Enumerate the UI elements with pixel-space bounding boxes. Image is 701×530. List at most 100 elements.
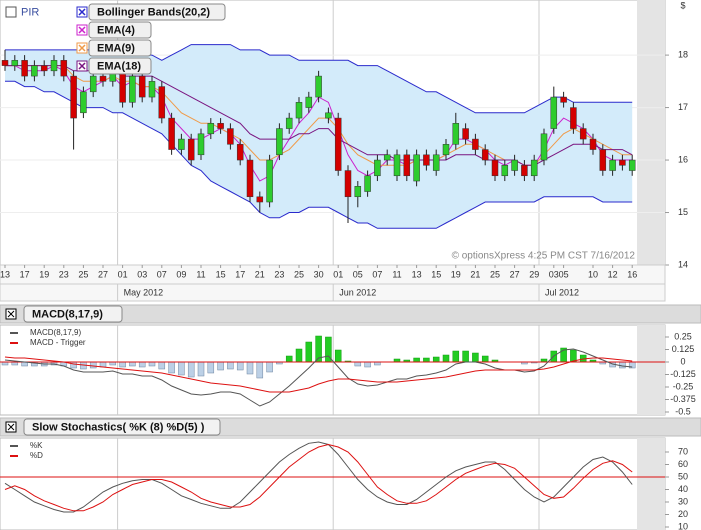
candle-body bbox=[129, 75, 136, 103]
x-tick-label: 15 bbox=[216, 269, 226, 279]
legend-label: EMA(4) bbox=[97, 24, 135, 36]
checkbox-mark bbox=[78, 44, 86, 52]
candle-body bbox=[285, 117, 293, 129]
y-tick-label: 60 bbox=[678, 459, 688, 469]
x-tick-label: 27 bbox=[98, 269, 108, 279]
y-tick-label: 70 bbox=[678, 446, 688, 456]
candle-body bbox=[325, 112, 332, 119]
y-tick-label: -0.25 bbox=[673, 381, 694, 391]
candle-body bbox=[560, 96, 567, 103]
x-tick-label: 25 bbox=[490, 269, 500, 279]
histogram-bar bbox=[119, 361, 126, 368]
candle-body bbox=[550, 96, 558, 129]
candle-body bbox=[511, 159, 518, 171]
histogram-bar bbox=[472, 352, 479, 363]
candle-body bbox=[80, 91, 87, 114]
histogram-bar bbox=[285, 355, 293, 363]
legend-label: MACD - Trigger bbox=[30, 338, 86, 347]
checkbox-mark bbox=[78, 8, 86, 16]
y-tick-label: 0.25 bbox=[674, 331, 692, 341]
candle-body bbox=[227, 128, 234, 145]
candle-body bbox=[491, 159, 499, 177]
x-tick-label: 03 bbox=[137, 269, 147, 279]
x-tick-label: 21 bbox=[255, 269, 265, 279]
candle-body bbox=[540, 133, 548, 161]
histogram-bar bbox=[266, 361, 273, 373]
x-tick-label: 23 bbox=[59, 269, 69, 279]
watermark: © optionsXpress 4:25 PM CST 7/16/2012 bbox=[452, 251, 636, 262]
y-tick-label: -0.125 bbox=[670, 369, 696, 379]
y-tick-label: -0.375 bbox=[670, 394, 696, 404]
candle-body bbox=[187, 138, 195, 161]
x-tick-label: 29 bbox=[529, 269, 539, 279]
legend-button[interactable] bbox=[88, 21, 152, 39]
y-tick-label: 40 bbox=[678, 484, 688, 494]
candle-body bbox=[1, 60, 9, 66]
y-tick-label: 50 bbox=[678, 471, 688, 481]
candle-body bbox=[168, 117, 175, 150]
histogram-bar bbox=[99, 361, 107, 368]
axis-unit: $ bbox=[680, 0, 685, 10]
candle-body bbox=[413, 154, 420, 182]
candle-body bbox=[481, 149, 489, 161]
histogram-bar bbox=[227, 361, 234, 370]
x-tick-label: 12 bbox=[608, 269, 618, 279]
candle-body bbox=[609, 159, 616, 171]
plot-area bbox=[0, 324, 666, 416]
candle-body bbox=[599, 149, 607, 171]
candle-body bbox=[197, 133, 205, 156]
legend-button[interactable] bbox=[88, 3, 226, 21]
x-tick-label: 01 bbox=[333, 269, 343, 279]
histogram-bar bbox=[129, 361, 136, 367]
x-tick-label: 03 bbox=[549, 269, 559, 279]
legend-label: EMA(18) bbox=[97, 60, 141, 72]
legend-label: EMA(9) bbox=[97, 42, 135, 54]
candle-body bbox=[570, 107, 577, 129]
legend-button[interactable] bbox=[88, 39, 152, 57]
candle-body bbox=[50, 60, 58, 72]
candle-body bbox=[207, 123, 215, 135]
legend-label: %K bbox=[30, 441, 43, 450]
y-tick-label: 14 bbox=[678, 259, 688, 269]
x-tick-label: 23 bbox=[274, 269, 284, 279]
legend-label: PIR bbox=[21, 6, 39, 18]
legend-button[interactable] bbox=[88, 57, 152, 75]
histogram-bar bbox=[364, 361, 371, 368]
x-tick-label: 17 bbox=[235, 269, 245, 279]
x-tick-label: 19 bbox=[39, 269, 49, 279]
future-area bbox=[637, 325, 665, 415]
histogram-bar bbox=[462, 350, 469, 363]
x-tick-label: 21 bbox=[470, 269, 480, 279]
y-tick-label: 17 bbox=[678, 102, 688, 112]
candle-body bbox=[31, 65, 38, 77]
histogram-bar bbox=[217, 361, 224, 371]
histogram-bar bbox=[423, 357, 430, 363]
x-tick-label: 13 bbox=[412, 269, 422, 279]
histogram-bar bbox=[432, 356, 440, 363]
candle-body bbox=[148, 81, 156, 98]
histogram-bar bbox=[89, 361, 97, 369]
x-tick-label: 17 bbox=[20, 269, 30, 279]
checkbox[interactable] bbox=[5, 6, 17, 18]
indicator-line bbox=[4, 356, 633, 393]
candle-body bbox=[11, 60, 19, 66]
panel-title-button[interactable] bbox=[23, 305, 123, 323]
x-tick-label: 11 bbox=[196, 269, 205, 279]
candle-body bbox=[432, 154, 440, 171]
y-tick-label: 15 bbox=[678, 207, 688, 217]
histogram-bar bbox=[481, 355, 489, 363]
candle-body bbox=[462, 128, 469, 140]
candle-body bbox=[579, 128, 587, 140]
candle-body bbox=[344, 170, 352, 198]
band-lower bbox=[5, 80, 633, 229]
x-tick-label: 05 bbox=[353, 269, 363, 279]
candle-body bbox=[589, 138, 597, 150]
legend-label: MACD(8,17,9) bbox=[30, 328, 81, 337]
x-tick-label: 30 bbox=[314, 269, 324, 279]
candle-body bbox=[383, 154, 391, 161]
histogram-bar bbox=[236, 361, 244, 371]
candle-body bbox=[315, 75, 322, 98]
panel-title-button[interactable] bbox=[23, 418, 221, 436]
month-label: May 2012 bbox=[124, 287, 164, 297]
